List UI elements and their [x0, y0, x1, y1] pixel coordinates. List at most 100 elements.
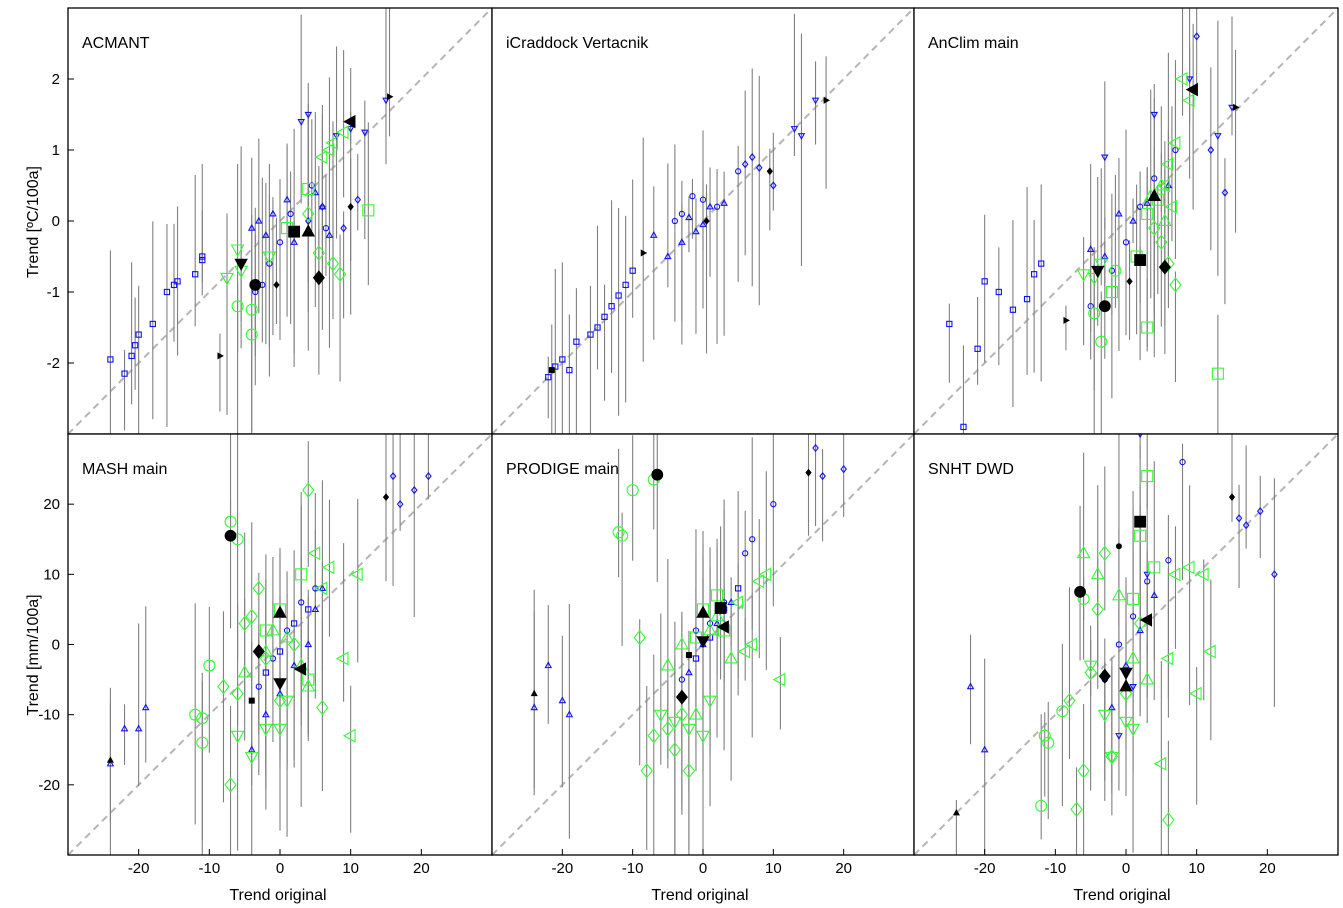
y-axis-label-bottom: Trend [mm/100a]	[25, 594, 42, 715]
data-point	[308, 182, 315, 189]
data-point	[1147, 188, 1161, 201]
data-point	[1129, 613, 1137, 620]
data-point	[682, 763, 696, 779]
data-point	[1098, 300, 1111, 313]
data-point	[699, 196, 707, 203]
x-tick-label: 0	[276, 860, 284, 877]
data-point	[1127, 592, 1140, 605]
data-point	[1134, 254, 1147, 266]
data-point	[664, 252, 672, 260]
markers	[952, 434, 1278, 828]
data-point	[1077, 763, 1090, 779]
data-point	[1150, 111, 1159, 119]
data-point	[1164, 199, 1177, 214]
data-point	[280, 629, 295, 643]
data-point	[273, 678, 287, 691]
data-point	[265, 622, 280, 636]
data-point	[1136, 203, 1144, 210]
data-point	[688, 706, 703, 720]
data-point	[217, 678, 230, 695]
data-point	[703, 217, 710, 225]
data-point	[1097, 709, 1112, 723]
data-point	[1271, 570, 1278, 579]
data-point	[255, 683, 262, 690]
data-point	[276, 689, 284, 697]
data-point	[258, 723, 273, 737]
data-point	[981, 278, 988, 285]
data-point	[1228, 493, 1236, 502]
data-point	[312, 245, 326, 261]
data-point	[1076, 269, 1091, 282]
data-point	[744, 637, 758, 652]
data-point	[608, 303, 615, 310]
data-point	[1119, 716, 1133, 730]
data-point	[318, 202, 327, 210]
data-point	[273, 723, 287, 737]
panel-title: ACMANT	[82, 35, 150, 52]
data-point	[1207, 145, 1215, 155]
x-tick-label: -10	[622, 860, 644, 877]
data-point	[675, 706, 689, 723]
data-point	[247, 223, 256, 231]
x-tick-label: -20	[974, 860, 996, 877]
data-point	[326, 255, 340, 272]
data-point	[749, 536, 756, 543]
data-point	[1056, 705, 1069, 718]
data-point	[224, 529, 237, 542]
data-point	[1256, 507, 1264, 516]
data-point	[1063, 316, 1070, 324]
x-tick-label: 10	[765, 860, 782, 877]
data-point	[1221, 188, 1229, 197]
data-point	[946, 320, 953, 328]
data-point	[667, 716, 682, 730]
data-point	[1233, 103, 1240, 111]
data-point	[1148, 561, 1161, 574]
data-point	[170, 281, 178, 289]
data-point	[703, 695, 718, 709]
data-point	[1242, 521, 1250, 530]
data-point	[1038, 729, 1051, 742]
y-tick-label: 10	[43, 566, 60, 583]
data-point	[1193, 32, 1200, 41]
data-point	[1167, 567, 1181, 582]
panel-1: -2 -1 0 1 2 ACMANT	[47, 7, 493, 435]
data-point	[325, 135, 338, 150]
data-point	[735, 585, 742, 592]
data-point	[1115, 641, 1123, 648]
markers	[530, 443, 847, 779]
y-tick-label: -1	[47, 284, 60, 301]
data-point	[131, 342, 139, 349]
data-point	[622, 281, 629, 289]
data-point	[276, 648, 284, 655]
data-point	[287, 210, 294, 218]
data-point	[293, 662, 307, 676]
data-point	[1009, 306, 1017, 313]
data-point	[748, 152, 756, 162]
data-point	[342, 728, 356, 743]
data-point	[1084, 664, 1097, 681]
plot-content	[492, 8, 914, 434]
data-point	[325, 230, 334, 238]
data-point	[1126, 723, 1141, 737]
data-point	[1109, 264, 1122, 277]
data-point	[696, 605, 710, 618]
data-point	[196, 712, 209, 725]
data-point	[346, 126, 355, 133]
data-point	[823, 96, 831, 104]
x-tick-label: 20	[1259, 860, 1276, 877]
data-point	[790, 126, 799, 133]
data-point	[396, 500, 404, 509]
data-point	[189, 708, 202, 721]
data-point	[302, 206, 315, 222]
data-point	[174, 278, 181, 285]
y-tick-label: 0	[52, 637, 60, 654]
data-point	[262, 251, 277, 265]
data-point	[290, 620, 298, 627]
data-point	[203, 659, 216, 672]
data-point	[1172, 146, 1179, 154]
data-point	[283, 195, 291, 203]
data-point	[1155, 234, 1168, 251]
data-point	[713, 203, 721, 210]
data-point	[706, 620, 714, 627]
panel-title: AnClim main	[928, 35, 1019, 52]
